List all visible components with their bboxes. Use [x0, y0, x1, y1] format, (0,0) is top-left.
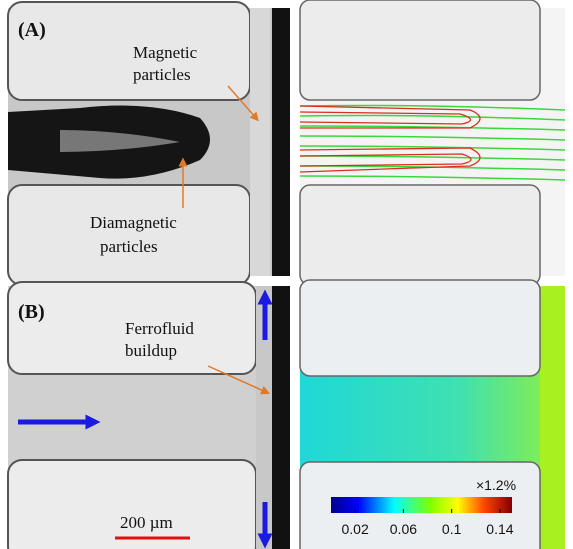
- tick-label: 0.02: [342, 521, 369, 537]
- tick-label: 0.1: [442, 521, 462, 537]
- annotation: buildup: [125, 341, 177, 360]
- annotation: Diamagnetic: [90, 213, 177, 232]
- colorbar-label: ×1.2%: [476, 477, 516, 493]
- scale-bar-label: 200 µm: [120, 513, 173, 532]
- annotation: Ferrofluid: [125, 319, 194, 338]
- panel-label: (A): [18, 19, 46, 41]
- tick-label: 0.06: [390, 521, 417, 537]
- annotation: Magnetic: [133, 43, 198, 62]
- panel-label: (B): [18, 301, 45, 323]
- simulation-a: [300, 0, 565, 285]
- colorbar: [331, 497, 512, 513]
- page: (A) Magnetic particles Diamagnetic parti…: [0, 0, 573, 549]
- annotation: particles: [133, 65, 191, 84]
- annotation: particles: [100, 237, 158, 256]
- tick-label: 0.14: [486, 521, 513, 537]
- figure: (A) Magnetic particles Diamagnetic parti…: [0, 0, 573, 549]
